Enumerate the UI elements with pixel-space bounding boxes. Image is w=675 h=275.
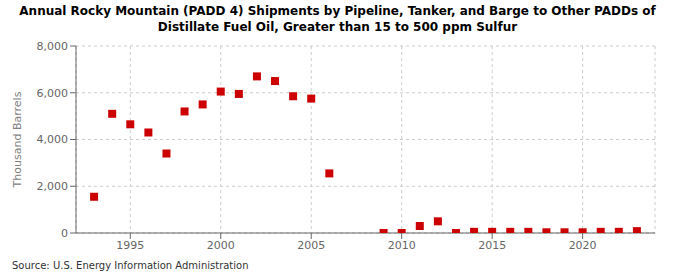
svg-text:0: 0 [61, 227, 68, 240]
svg-text:1995: 1995 [116, 239, 144, 252]
svg-text:4,000: 4,000 [37, 133, 69, 146]
svg-text:Thousand Barrels: Thousand Barrels [11, 91, 24, 188]
svg-text:8,000: 8,000 [37, 40, 69, 53]
svg-text:6,000: 6,000 [37, 87, 69, 100]
html-text:Distillate Fuel Oil, Greater t: Distillate Fuel Oil, Greater than 15 to … [157, 20, 518, 34]
svg-text:2000: 2000 [207, 239, 235, 252]
svg-text:2020: 2020 [569, 239, 597, 252]
html-text:Annual Rocky Mountain (PADD 4): Annual Rocky Mountain (PADD 4) Shipments… [19, 4, 656, 18]
svg-text:2005: 2005 [297, 239, 325, 252]
svg-text:2010: 2010 [388, 239, 416, 252]
svg-text:2015: 2015 [478, 239, 506, 252]
html-text:Source: U.S. Energy Informatio: Source: U.S. Energy Information Administ… [12, 260, 249, 271]
svg-text:2,000: 2,000 [37, 180, 69, 193]
